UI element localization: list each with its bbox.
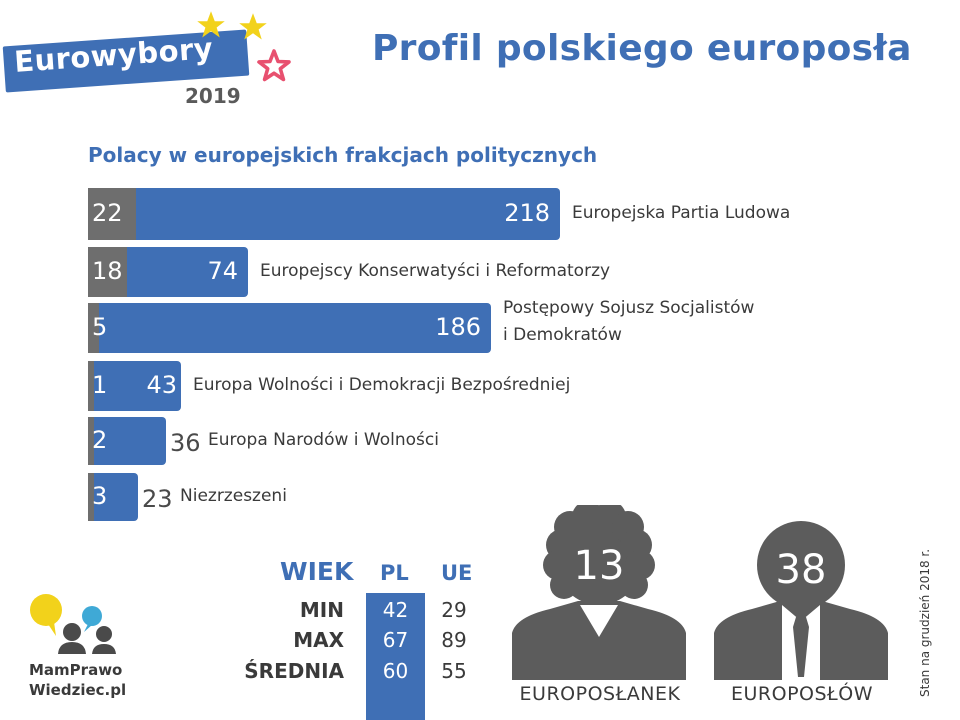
faction-label-line: Europejscy Konserwatyści i Reformatorzy [260,261,611,281]
faction-label-line: Europejska Partia Ludowa [572,203,791,223]
faction-label-line: Europa Wolności i Demokracji Bezpośredni… [193,375,571,395]
bar-total-label: 186 [435,313,481,341]
pl-column-highlight [366,593,425,720]
bar-pl-label: 18 [92,257,123,285]
page-title: Profil polskiego europosła [372,28,912,69]
faction-label-line: Postępowy Sojusz Socjalistów [503,298,755,318]
age-row-min-pl: 42 [382,598,409,622]
age-table-title: WIEK [280,557,354,586]
star-pink-icon [257,49,291,82]
age-row-max-ue: 89 [441,628,467,652]
faction-label-line: Niezrzeszeni [180,486,287,506]
faction-label: Postępowy Sojusz Socjalistów i Demokratów [503,295,754,349]
men-label: EUROPOSŁÓW [731,683,873,705]
age-col-pl: PL [380,561,409,585]
bar-row: 18 74 Europejscy Konserwatyści i Reformato… [88,247,948,297]
faction-label: Europejscy Konserwatyści i Reformatorzy [260,258,610,285]
bar-total-label: 74 [207,257,238,285]
bar-total [88,303,491,353]
women-count: 13 [573,543,625,589]
faction-label-line: Europa Narodów i Wolności [208,430,439,450]
bar-pl-label: 2 [92,426,108,454]
date-note: Stan na grudzień 2018 r. [918,548,932,697]
bar-pl-label: 1 [92,371,108,399]
faction-label: Niezrzeszeni [180,483,287,510]
women-count-block: 13 EUROPOSŁANEK [510,505,688,720]
bar-total-label: 36 [170,429,201,457]
people-talking-icon [30,594,116,654]
bar-total-label: 218 [504,199,550,227]
age-col-ue: UE [441,561,473,585]
bar-row: 22 218 Europejska Partia Ludowa [88,188,948,240]
factions-bar-chart: 22 218 Europejska Partia Ludowa 18 74 Europej… [88,188,948,521]
age-row-max-label: MAX [293,628,344,652]
men-count: 38 [775,547,827,593]
bar-total [88,417,166,465]
bar-pl [88,188,136,240]
men-count-block: 38 EUROPOSŁÓW [712,505,890,720]
chart-title: Polacy w europejskich frakcjach politycz… [88,143,598,167]
bar-pl [88,361,94,411]
bar-total-label: 43 [146,371,177,399]
age-row-max-pl: 67 [382,628,409,652]
bar-row: 5 186 Postępowy Sojusz Socjalistów i Demokr… [88,298,948,353]
bar-pl [88,473,94,521]
women-label: EUROPOSŁANEK [519,683,681,705]
bar-pl [88,247,127,297]
bar-row: 2 36 Europa Narodów i Wolności [88,417,948,465]
bar-pl-label: 5 [92,313,108,341]
man-silhouette-icon [714,521,888,680]
age-row-avg-ue: 55 [441,659,467,683]
bar-pl [88,417,94,465]
brand-line2: Wiedziec.pl [29,681,127,699]
eurowybory-logo: Eurowybory 2019 [0,0,300,120]
faction-label-line: i Demokratów [503,325,622,345]
star-yellow-icon [197,11,225,38]
faction-label: Europejska Partia Ludowa [572,200,790,227]
bar-total-label: 23 [142,485,173,513]
star-yellow-icon [239,13,267,40]
bar-row: 3 23 Niezrzeszeni [88,473,948,521]
mamprawowiedziec-logo: MamPrawo Wiedziec.pl [26,592,166,712]
bar-row: 1 43 Europa Wolności i Demokracji Bezpośre… [88,361,948,411]
bar-total [88,361,181,411]
age-row-avg-label: ŚREDNIA [244,659,344,683]
age-row-min-ue: 29 [441,598,467,622]
bar-pl [88,303,99,353]
faction-label: Europa Narodów i Wolności [208,427,439,454]
bar-total [88,188,560,240]
bar-pl-label: 22 [92,199,123,227]
faction-label: Europa Wolności i Demokracji Bezpośredni… [193,372,570,399]
logo-year: 2019 [185,84,241,108]
age-row-min-label: MIN [299,598,344,622]
bar-pl-label: 3 [92,482,108,510]
woman-silhouette-icon [512,505,686,680]
age-row-avg-pl: 60 [382,659,409,683]
brand-line1: MamPrawo [29,661,123,679]
bar-total [88,473,138,521]
